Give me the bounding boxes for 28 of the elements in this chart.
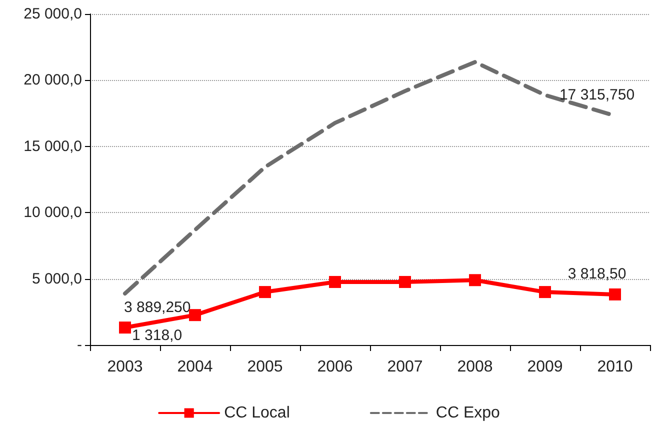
x-tick-label: 2004: [177, 358, 213, 376]
x-tick-label: 2008: [457, 358, 493, 376]
y-tick-label: 10 000,0: [24, 204, 82, 222]
point: [259, 286, 271, 298]
legend-label: CC Expo: [436, 404, 500, 422]
point: [539, 286, 551, 298]
data-label: 17 315,750: [559, 86, 635, 104]
point: [609, 288, 621, 300]
data-label: 3 818,50: [568, 265, 626, 282]
point: [119, 322, 131, 334]
point: [469, 274, 481, 286]
x-tick-label: 2006: [317, 358, 353, 376]
x-tick-label: 2009: [527, 358, 563, 376]
x-tick-label: 2005: [247, 358, 283, 376]
x-tick-label: 2003: [107, 358, 143, 376]
data-label: 1 318,0: [132, 327, 182, 344]
legend-label: CC Local: [224, 404, 290, 422]
point: [329, 276, 341, 288]
point: [189, 309, 201, 322]
y-tick-label: 20 000,0: [24, 72, 82, 89]
y-tick-label: 25 000,0: [24, 6, 82, 22]
y-tick-label: 5 000,0: [32, 270, 82, 288]
data-label: 3 889,250: [124, 299, 191, 316]
y-tick-label: 15 000,0: [24, 138, 82, 155]
point: [399, 276, 411, 288]
x-tick-label: 2010: [597, 358, 633, 376]
x-tick-label: 2007: [387, 358, 423, 376]
y-tick-label: -: [77, 336, 82, 354]
